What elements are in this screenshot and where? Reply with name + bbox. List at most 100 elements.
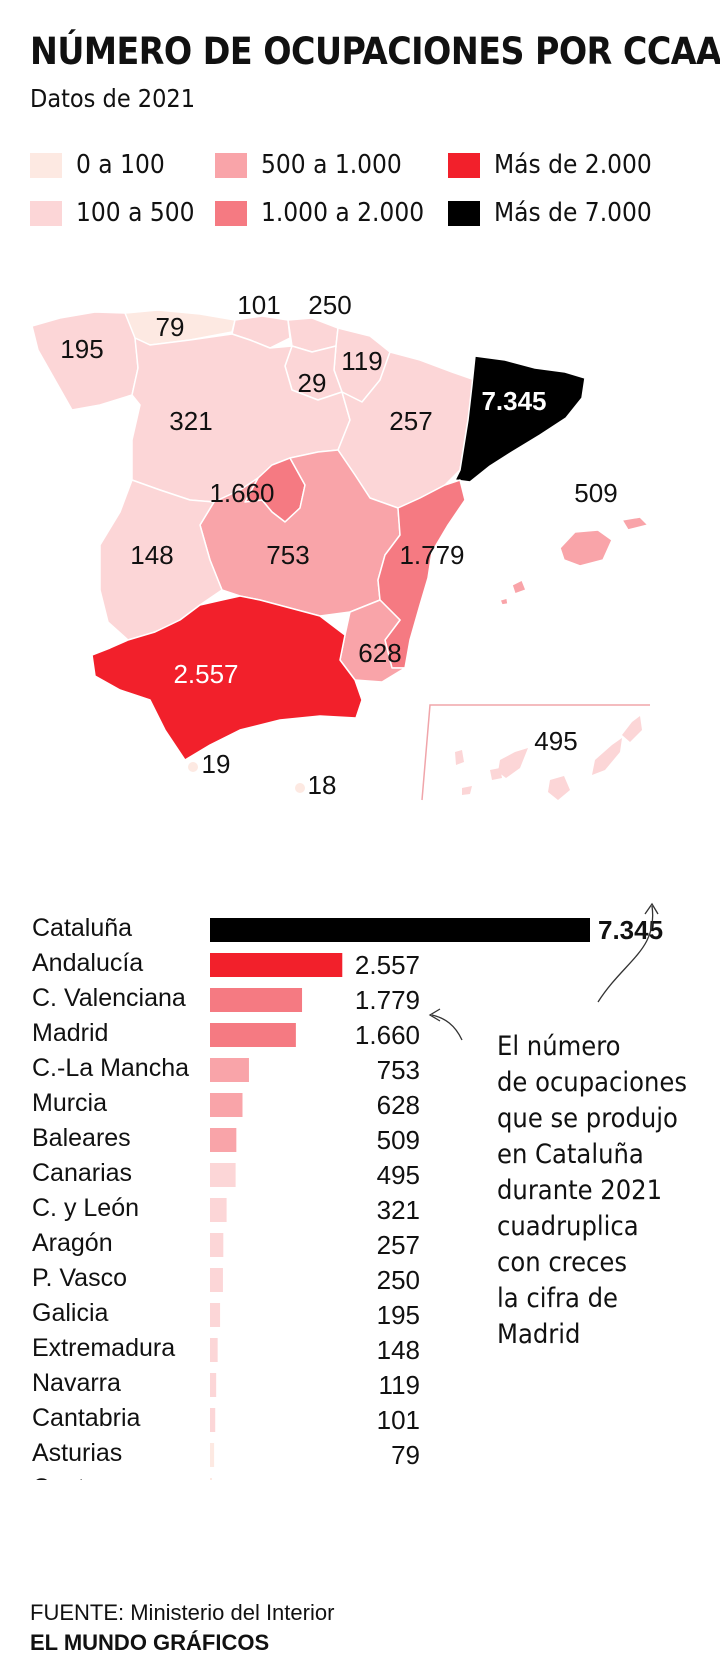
legend-label: 100 a 500: [76, 198, 195, 228]
bar: [210, 1303, 221, 1327]
region-canarias-lanzarote: [622, 716, 642, 742]
bar: [210, 918, 590, 942]
legend-item-500-1000: 500 a 1.000: [215, 150, 402, 180]
arrow-to-madrid: [431, 1014, 463, 1041]
bar: [210, 1163, 236, 1187]
annotation-line: con creces: [497, 1247, 627, 1278]
legend-item-1000-2000: 1.000 a 2.000: [215, 198, 424, 228]
bar-value-label: 753: [377, 1055, 420, 1085]
bar: [210, 1408, 216, 1432]
bar: [210, 1478, 212, 1480]
legend-swatch: [448, 152, 480, 178]
legend-label: Más de 2.000: [494, 150, 652, 180]
legend-swatch: [30, 152, 62, 178]
annotation-line: cuadruplica: [497, 1211, 639, 1242]
legend-item-100-500: 100 a 500: [30, 198, 194, 228]
region-canarias-hierro: [462, 786, 472, 795]
bar-value-label: 1.660: [355, 1020, 420, 1050]
bar: [210, 1023, 296, 1047]
bar-category-label: Extremadura: [32, 1334, 175, 1362]
bar-value-label: 321: [377, 1195, 420, 1225]
bar-category-label: Cantabria: [32, 1404, 140, 1432]
region-canarias-tenerife: [498, 748, 528, 778]
map-label-castilla-y-leon: 321: [169, 406, 212, 436]
bar: [210, 1058, 249, 1082]
bar-category-label: Navarra: [32, 1369, 121, 1397]
bar-category-label: C.-La Mancha: [32, 1054, 189, 1082]
map-label-canarias: 495: [534, 726, 577, 756]
brand-text: EL MUNDO GRÁFICOS: [30, 1630, 270, 1655]
legend-label: 0 a 100: [76, 150, 165, 180]
map-label-la-rioja: 29: [298, 368, 327, 398]
bar-category-label: Aragón: [32, 1229, 113, 1257]
annotation-line: Madrid: [497, 1319, 581, 1350]
map-label-ceuta: 19: [202, 749, 231, 779]
inset-border: [421, 704, 650, 801]
map-label-baleares: 509: [574, 478, 617, 508]
bar-value-label: 101: [377, 1405, 420, 1435]
map-label-valencia: 1.779: [399, 540, 464, 570]
bar-value-label: 1.779: [355, 985, 420, 1015]
bar-value-label: 148: [377, 1335, 420, 1365]
bar-value-label: 79: [391, 1440, 420, 1470]
legend-item-mas-7000: Más de 7.000: [448, 198, 652, 228]
bar: [210, 953, 343, 977]
bar-category-label: C. Valenciana: [32, 984, 186, 1012]
map-label-asturias: 79: [156, 312, 185, 342]
region-baleares-mallorca: [559, 529, 613, 567]
legend-label: 500 a 1.000: [261, 150, 402, 180]
annotation-line: durante 2021: [497, 1175, 663, 1206]
bar-category-label: Andalucía: [32, 949, 143, 977]
map-label-navarra: 119: [341, 346, 382, 376]
annotation-line: de ocupaciones: [497, 1067, 687, 1098]
region-melilla: [295, 783, 305, 793]
bar: [210, 1268, 223, 1292]
annotation-note: El número de ocupaciones que se produjo en …: [497, 1029, 712, 1353]
bar-category-label: Murcia: [32, 1089, 107, 1117]
annotation-line: El número: [497, 1031, 621, 1062]
map-label-andalucia: 2.557: [173, 659, 238, 689]
legend-label: 1.000 a 2.000: [261, 198, 425, 228]
canarias-inset: [421, 704, 650, 801]
bar-category-label: C. y León: [32, 1194, 139, 1222]
annotation-arrows: [428, 902, 659, 1041]
annotation-line: la cifra de: [497, 1283, 618, 1314]
region-canarias-grancanaria: [548, 776, 570, 800]
region-canarias-lapalma: [455, 750, 464, 765]
region-baleares-ibiza: [511, 579, 527, 595]
map-label-pais-vasco: 250: [308, 290, 351, 320]
bar-value-label: 7.345: [598, 915, 663, 945]
region-cataluna: [454, 355, 586, 483]
legend-label: Más de 7.000: [494, 198, 652, 228]
annotation-line: en Cataluña: [497, 1139, 644, 1170]
legend-item-0-100: 0 a 100: [30, 150, 165, 180]
map-label-cataluna: 7.345: [481, 386, 546, 416]
bar-category-label: Baleares: [32, 1124, 131, 1152]
spain-map: 195 79 101 250 119 29 321 257 7.345 1.66…: [31, 290, 650, 801]
bar-category-label: Madrid: [32, 1019, 108, 1047]
legend-swatch: [30, 200, 62, 226]
bar: [210, 1198, 227, 1222]
region-andalucia: [91, 595, 363, 761]
chart-title: NÚMERO DE OCUPACIONES POR CCAA: [30, 30, 720, 73]
bar: [210, 1443, 215, 1467]
map-label-castilla-la-mancha: 753: [266, 540, 309, 570]
map-label-cantabria: 101: [237, 290, 280, 320]
bar-category-label: Asturias: [32, 1439, 122, 1467]
legend-item-mas-2000: Más de 2.000: [448, 150, 652, 180]
bar-value-label: 628: [377, 1090, 420, 1120]
bar-value-label: 495: [377, 1160, 420, 1190]
bar-value-label: 195: [377, 1300, 420, 1330]
chart-subtitle: Datos de 2021: [30, 84, 196, 113]
map-label-galicia: 195: [60, 334, 103, 364]
map-label-aragon: 257: [389, 406, 432, 436]
bar-category-label: Galicia: [32, 1299, 109, 1327]
legend-swatch: [215, 200, 247, 226]
map-label-melilla: 18: [308, 770, 337, 800]
bar: [210, 1233, 224, 1257]
map-label-extremadura: 148: [130, 540, 173, 570]
region-baleares-formentera: [499, 597, 509, 606]
bar-category-label: Ceuta: [32, 1474, 99, 1480]
arrow-to-cataluna-head: [644, 902, 659, 915]
bar: [210, 988, 303, 1012]
